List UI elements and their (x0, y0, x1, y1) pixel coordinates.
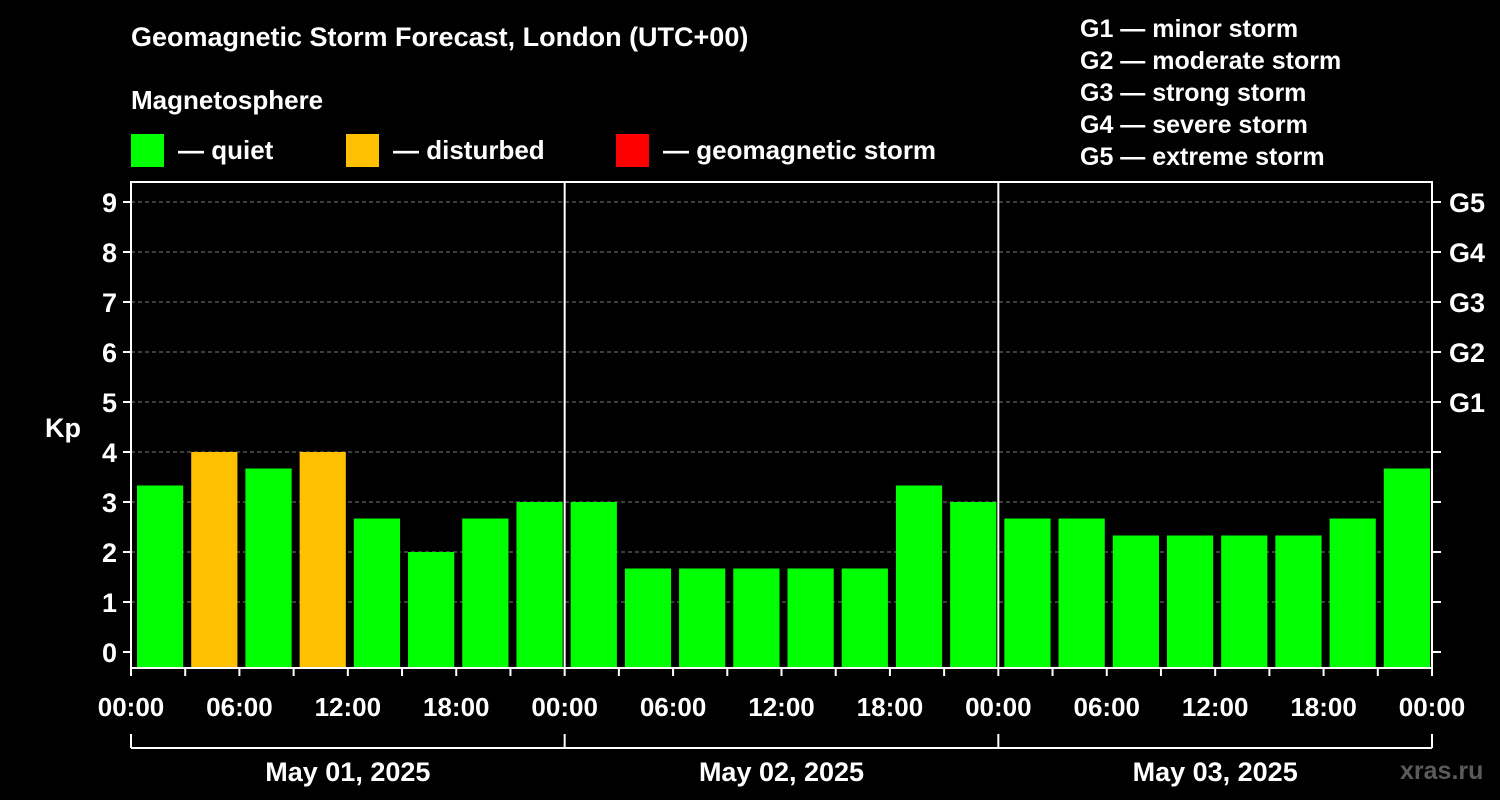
y-axis-label: Kp (45, 413, 81, 443)
y-tick-label: 0 (102, 638, 117, 668)
y-tick-label: 1 (102, 588, 117, 618)
x-tick-label: 00:00 (1399, 692, 1466, 722)
g-level-label: G5 (1449, 188, 1485, 218)
x-tick-label: 12:00 (748, 692, 815, 722)
x-tick-label: 00:00 (965, 692, 1032, 722)
kp-bar (353, 518, 401, 668)
x-tick-label: 06:00 (640, 692, 707, 722)
x-tick-label: 18:00 (423, 692, 490, 722)
y-tick-label: 6 (102, 338, 117, 368)
g-level-label: G2 (1449, 338, 1485, 368)
x-tick-label: 00:00 (531, 692, 598, 722)
y-tick-label: 4 (102, 438, 117, 468)
y-tick-label: 7 (102, 288, 117, 318)
kp-bar (624, 568, 672, 668)
kp-bar (516, 502, 563, 668)
x-tick-label: 18:00 (857, 692, 924, 722)
kp-bar (1275, 535, 1322, 668)
x-tick-label: 12:00 (1182, 692, 1249, 722)
day-label: May 03, 2025 (1133, 757, 1298, 787)
y-tick-label: 3 (102, 488, 117, 518)
kp-bar (733, 568, 780, 668)
kp-bar (1221, 535, 1268, 668)
legend-heading: Magnetosphere (131, 85, 324, 115)
legend-item-quiet: — quiet (131, 133, 273, 167)
g-level-label: G4 (1449, 238, 1485, 268)
kp-bar (895, 485, 943, 668)
legend-swatch-storm (616, 133, 649, 167)
axes: 0 1 2 3 4 5 6 7 8 9 G1 G2 G3 G4 G5 00:00 06:00 12:00 18:00… (98, 181, 1485, 787)
kp-bar (679, 568, 726, 668)
kp-bar (1166, 535, 1214, 668)
kp-bar (1058, 518, 1105, 668)
x-tick-label: 06:00 (206, 692, 273, 722)
legend-label-storm: — geomagnetic storm (663, 134, 937, 165)
kp-bar (299, 452, 346, 668)
y-tick-label: 9 (102, 188, 117, 218)
kp-bar (787, 568, 834, 668)
x-tick-label: 18:00 (1290, 692, 1357, 722)
kp-bar (137, 485, 184, 668)
kp-bar (1004, 518, 1051, 668)
kp-bar (1329, 518, 1376, 668)
g-level-label: G3 (1449, 288, 1485, 318)
legend-swatch-quiet (131, 133, 164, 167)
g-scale-g1: G1 — minor storm (1080, 15, 1299, 43)
g-scale-g2: G2 — moderate storm (1080, 47, 1342, 75)
g-scale-legend: G1 — minor storm G2 — moderate storm G3 … (1080, 13, 1341, 173)
x-tick-label: 00:00 (98, 692, 165, 722)
x-tick-label: 12:00 (315, 692, 382, 722)
legend-swatch-disturbed (346, 133, 379, 167)
kp-bar (245, 468, 292, 668)
legend-item-disturbed: — disturbed (346, 133, 545, 167)
kp-bar (462, 518, 509, 668)
y-tick-label: 8 (102, 238, 117, 268)
kp-bar (570, 502, 617, 668)
g-level-label: G1 (1449, 388, 1485, 418)
g-scale-g4: G4 — severe storm (1080, 111, 1308, 139)
kp-bar (950, 502, 997, 668)
kp-bar (1383, 468, 1430, 668)
kp-bar (191, 452, 238, 668)
kp-bar (1112, 535, 1159, 668)
x-tick-label: 06:00 (1074, 692, 1141, 722)
chart-title: Geomagnetic Storm Forecast, London (UTC+… (131, 22, 749, 52)
legend-label-disturbed: — disturbed (393, 134, 545, 165)
y-tick-label: 2 (102, 538, 117, 568)
bars (137, 452, 1430, 668)
y-tick-label: 5 (102, 388, 117, 418)
g-scale-g5: G5 — extreme storm (1080, 143, 1325, 171)
kp-bar (841, 568, 888, 668)
legend-item-storm: — geomagnetic storm (616, 133, 936, 167)
legend-label-quiet: — quiet (178, 134, 274, 165)
kp-bar (408, 552, 455, 668)
watermark: xras.ru (1400, 757, 1484, 785)
day-label: May 01, 2025 (265, 757, 430, 787)
day-label: May 02, 2025 (699, 757, 864, 787)
g-scale-g3: G3 — strong storm (1080, 79, 1307, 107)
